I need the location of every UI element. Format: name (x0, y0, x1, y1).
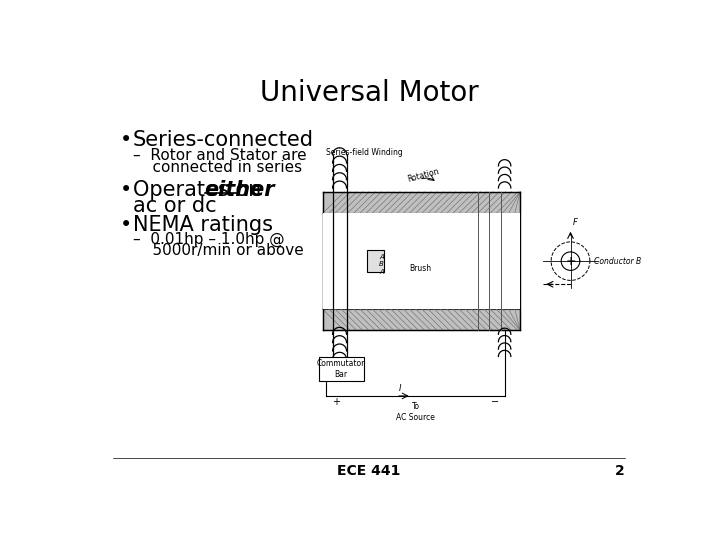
Text: A: A (379, 254, 384, 260)
Text: –  0.01hp – 1.0hp @: – 0.01hp – 1.0hp @ (132, 232, 284, 247)
Text: +: + (332, 397, 340, 408)
Text: +: + (565, 255, 576, 268)
Text: ac or dc: ac or dc (132, 197, 216, 217)
Text: Operates on: Operates on (132, 180, 268, 200)
Polygon shape (323, 192, 520, 213)
Text: Brush: Brush (409, 265, 431, 273)
Text: •: • (120, 215, 132, 235)
Text: –  Rotor and Stator are: – Rotor and Stator are (132, 148, 306, 163)
Text: •: • (120, 130, 132, 150)
Text: 5000r/min or above: 5000r/min or above (132, 244, 303, 259)
Bar (323, 213, 520, 309)
Text: NEMA ratings: NEMA ratings (132, 215, 273, 235)
Text: Series-connected: Series-connected (132, 130, 314, 150)
Text: 2: 2 (615, 464, 625, 478)
Text: A: A (379, 269, 384, 275)
Text: Commutator
Bar: Commutator Bar (317, 359, 365, 379)
Text: either: either (204, 180, 275, 200)
Text: B: B (379, 261, 384, 267)
Text: Conductor B: Conductor B (594, 256, 641, 266)
Text: −: − (491, 397, 500, 408)
Text: Universal Motor: Universal Motor (260, 79, 478, 107)
Bar (319, 357, 364, 381)
Polygon shape (323, 309, 520, 330)
Text: I: I (399, 384, 401, 393)
Text: Rotation: Rotation (407, 167, 440, 184)
Text: •: • (120, 180, 132, 200)
Text: connected in series: connected in series (132, 159, 302, 174)
Bar (366, 251, 384, 272)
Text: ECE 441: ECE 441 (337, 464, 401, 478)
Text: To
AC Source: To AC Source (396, 402, 435, 422)
Text: F: F (573, 218, 577, 227)
Text: Series-field Winding: Series-field Winding (326, 148, 403, 157)
